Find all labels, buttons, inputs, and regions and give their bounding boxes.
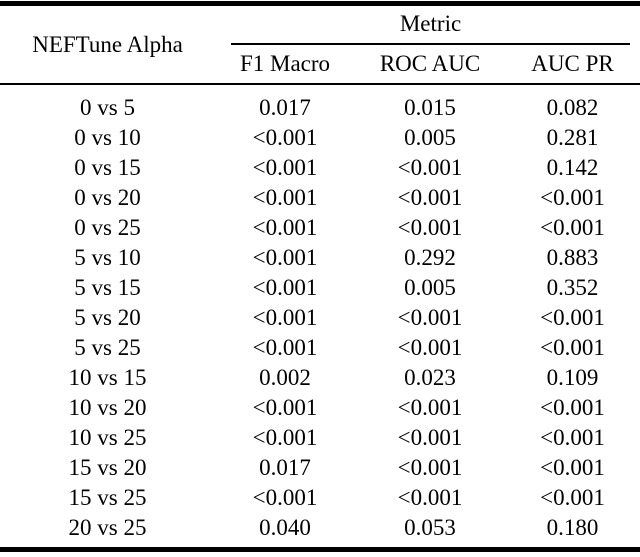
column-header-roc-auc: ROC AUC [355, 44, 505, 85]
roc-auc-value: <0.001 [397, 304, 463, 330]
auc-pr-value: <0.001 [540, 484, 605, 510]
auc-pr-value: <0.001 [540, 424, 605, 450]
table-row: 0 vs 10 <0.001 0.005 0.281 [0, 123, 640, 153]
f1-macro-value: <0.001 [252, 484, 318, 510]
auc-pr-value: <0.001 [540, 334, 605, 360]
sub-header-row: F1 Macro ROC AUC AUC PR [0, 44, 640, 85]
table-row: 10 vs 15 0.002 0.023 0.109 [0, 363, 640, 393]
table-row: 0 vs 20 <0.001 <0.001 <0.001 [0, 183, 640, 213]
row-label: 10 vs 20 [68, 394, 147, 420]
row-label: 0 vs 10 [74, 124, 141, 150]
auc-pr-value: <0.001 [540, 184, 605, 210]
roc-auc-value: 0.005 [404, 124, 456, 150]
table-row: 15 vs 25 <0.001 <0.001 <0.001 [0, 483, 640, 513]
row-label: 0 vs 15 [74, 154, 141, 180]
row-label: 20 vs 25 [68, 514, 147, 540]
row-label: 0 vs 5 [80, 94, 135, 120]
row-label: 5 vs 10 [74, 244, 141, 270]
f1-macro-value: 0.017 [259, 454, 311, 480]
f1-macro-value: <0.001 [252, 184, 318, 210]
row-label: 10 vs 25 [68, 424, 147, 450]
metric-group-cell: Metric [215, 4, 640, 45]
roc-auc-value: <0.001 [397, 454, 463, 480]
auc-pr-value: 0.082 [546, 94, 599, 120]
auc-pr-value: 0.352 [546, 274, 599, 300]
table-row: 5 vs 10 <0.001 0.292 0.883 [0, 243, 640, 273]
table-body: 0 vs 5 0.017 0.015 0.082 0 vs 10 <0.001 … [0, 84, 640, 550]
auc-pr-value: 0.883 [546, 244, 599, 270]
row-label: 0 vs 20 [74, 184, 141, 210]
roc-auc-value: 0.005 [404, 274, 456, 300]
column-header-neftune-alpha: NEFTune Alpha [0, 3, 215, 85]
table-row: 15 vs 20 0.017 <0.001 <0.001 [0, 453, 640, 483]
row-label: 5 vs 25 [74, 334, 141, 360]
roc-auc-value: <0.001 [397, 334, 463, 360]
auc-pr-value: 0.281 [546, 124, 599, 150]
table-row: 5 vs 15 <0.001 0.005 0.352 [0, 273, 640, 303]
f1-macro-value: <0.001 [252, 304, 318, 330]
table-row: 20 vs 25 0.040 0.053 0.180 [0, 513, 640, 550]
auc-pr-value: 0.180 [546, 514, 599, 540]
f1-macro-value: <0.001 [252, 424, 318, 450]
metric-group-underline: Metric [231, 6, 631, 45]
row-label: 10 vs 15 [68, 364, 147, 390]
row-label: 15 vs 25 [68, 484, 147, 510]
roc-auc-value: <0.001 [397, 484, 463, 510]
metric-group-label: Metric [399, 11, 462, 36]
group-header-row: NEFTune Alpha Metric [0, 3, 640, 85]
table-row: 0 vs 25 <0.001 <0.001 <0.001 [0, 213, 640, 243]
table-row: 5 vs 25 <0.001 <0.001 <0.001 [0, 333, 640, 363]
roc-auc-value: 0.292 [404, 244, 456, 270]
table-row: 10 vs 25 <0.001 <0.001 <0.001 [0, 423, 640, 453]
auc-pr-value: <0.001 [540, 304, 605, 330]
f1-macro-value: <0.001 [252, 214, 318, 240]
f1-macro-value: 0.040 [259, 514, 311, 540]
roc-auc-value: <0.001 [397, 184, 463, 210]
auc-pr-value: <0.001 [540, 214, 605, 240]
table-row: 5 vs 20 <0.001 <0.001 <0.001 [0, 303, 640, 333]
f1-macro-value: <0.001 [252, 394, 318, 420]
auc-pr-value: <0.001 [540, 454, 605, 480]
row-label: 5 vs 15 [74, 274, 141, 300]
column-header-auc-pr: AUC PR [505, 44, 640, 85]
roc-auc-value: <0.001 [397, 214, 463, 240]
roc-auc-value: 0.015 [404, 94, 456, 120]
table-row: 0 vs 5 0.017 0.015 0.082 [0, 84, 640, 123]
roc-auc-value: <0.001 [397, 394, 463, 420]
auc-pr-value: 0.142 [546, 154, 599, 180]
table-header: NEFTune Alpha Metric F1 Macro ROC AUC AU… [0, 3, 640, 85]
f1-macro-value: <0.001 [252, 244, 318, 270]
roc-auc-value: 0.023 [404, 364, 456, 390]
row-label: 0 vs 25 [74, 214, 141, 240]
roc-auc-value: <0.001 [397, 424, 463, 450]
f1-macro-value: <0.001 [252, 154, 318, 180]
roc-auc-value: 0.053 [404, 514, 456, 540]
roc-auc-value: <0.001 [397, 154, 463, 180]
auc-pr-value: 0.109 [546, 364, 599, 390]
table-row: 10 vs 20 <0.001 <0.001 <0.001 [0, 393, 640, 423]
auc-pr-value: <0.001 [540, 394, 605, 420]
f1-macro-value: <0.001 [252, 124, 318, 150]
f1-macro-value: <0.001 [252, 274, 318, 300]
f1-macro-value: 0.002 [259, 364, 311, 390]
row-label: 15 vs 20 [68, 454, 147, 480]
row-label: 5 vs 20 [74, 304, 141, 330]
column-header-f1-macro: F1 Macro [215, 44, 355, 85]
f1-macro-value: <0.001 [252, 334, 318, 360]
f1-macro-value: 0.017 [259, 94, 311, 120]
table-row: 0 vs 15 <0.001 <0.001 0.142 [0, 153, 640, 183]
